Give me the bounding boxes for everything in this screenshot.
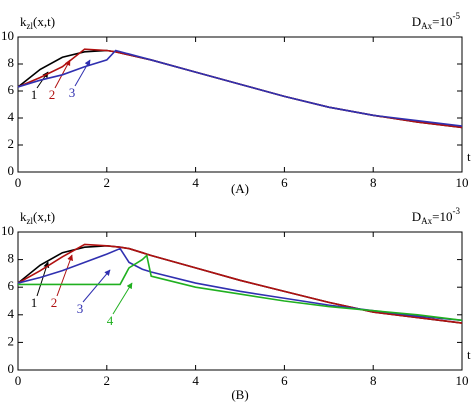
y-tick-label: 2: [8, 333, 15, 348]
annotation-sub: Ax: [421, 216, 432, 226]
x-tick-label: 8: [370, 175, 377, 190]
annotation-sup: -5: [453, 11, 461, 21]
series-label: 1: [31, 87, 38, 102]
y-tick-label: 4: [8, 109, 15, 124]
series-line: [17, 49, 463, 129]
y-tick-label: 6: [8, 82, 15, 97]
series-label: 4: [107, 313, 114, 328]
y-tick-label: 0: [8, 361, 15, 376]
x-axis-label: t: [467, 149, 471, 164]
annotation: DAx=10-3: [412, 206, 461, 226]
y-tick-label: 4: [8, 306, 15, 321]
label-arrow: [82, 269, 111, 303]
annotation-main: D: [412, 209, 421, 224]
x-tick-label: 0: [15, 373, 22, 388]
x-tick-label: 8: [370, 373, 377, 388]
y-label-sub: zl: [27, 21, 34, 31]
series-label: 3: [69, 85, 76, 100]
annotation-rest: =10: [432, 209, 452, 224]
plot-frame: [17, 36, 463, 173]
panel-caption: (A): [231, 181, 249, 196]
annotation-rest: =10: [432, 14, 452, 29]
panel-caption: (B): [231, 387, 248, 402]
annotation-sub: Ax: [421, 21, 432, 31]
series-label: 3: [77, 301, 84, 316]
y-label-rest: (x,t): [33, 209, 55, 224]
series-label: 1: [31, 295, 38, 310]
y-axis-label: kzl(x,t): [20, 14, 55, 31]
series-line: [17, 247, 463, 322]
series-line: [17, 48, 463, 129]
x-tick-label: 0: [15, 175, 22, 190]
x-tick-label: 10: [456, 373, 469, 388]
x-tick-label: 6: [281, 373, 288, 388]
x-axis-label: t: [467, 347, 471, 362]
series-label: 2: [49, 87, 56, 102]
y-label-main: k: [20, 209, 27, 224]
label-arrow: [74, 59, 91, 87]
label-arrow: [112, 282, 133, 315]
y-label-sub: zl: [27, 216, 34, 226]
y-label-rest: (x,t): [33, 14, 55, 29]
y-tick-label: 2: [8, 136, 15, 151]
plot-frame: [17, 231, 463, 371]
annotation-main: D: [412, 14, 421, 29]
x-tick-label: 2: [104, 373, 111, 388]
y-tick-label: 8: [8, 55, 15, 70]
series-line: [17, 49, 463, 127]
y-label-main: k: [20, 14, 27, 29]
x-tick-label: 4: [192, 175, 199, 190]
y-tick-label: 10: [1, 28, 14, 43]
y-axis-label: kzl(x,t): [20, 209, 55, 226]
label-arrow: [56, 254, 73, 297]
y-tick-label: 6: [8, 278, 15, 293]
series-line: [17, 243, 463, 324]
x-tick-label: 6: [281, 175, 288, 190]
series-label: 2: [51, 295, 58, 310]
y-tick-label: 0: [8, 163, 15, 178]
x-tick-label: 10: [456, 175, 469, 190]
series-line: [18, 253, 463, 322]
y-tick-label: 8: [8, 251, 15, 266]
x-tick-label: 4: [192, 373, 199, 388]
y-tick-label: 10: [1, 223, 14, 238]
x-tick-label: 2: [104, 175, 111, 190]
annotation-sup: -3: [453, 206, 461, 216]
annotation: DAx=10-5: [412, 11, 461, 31]
